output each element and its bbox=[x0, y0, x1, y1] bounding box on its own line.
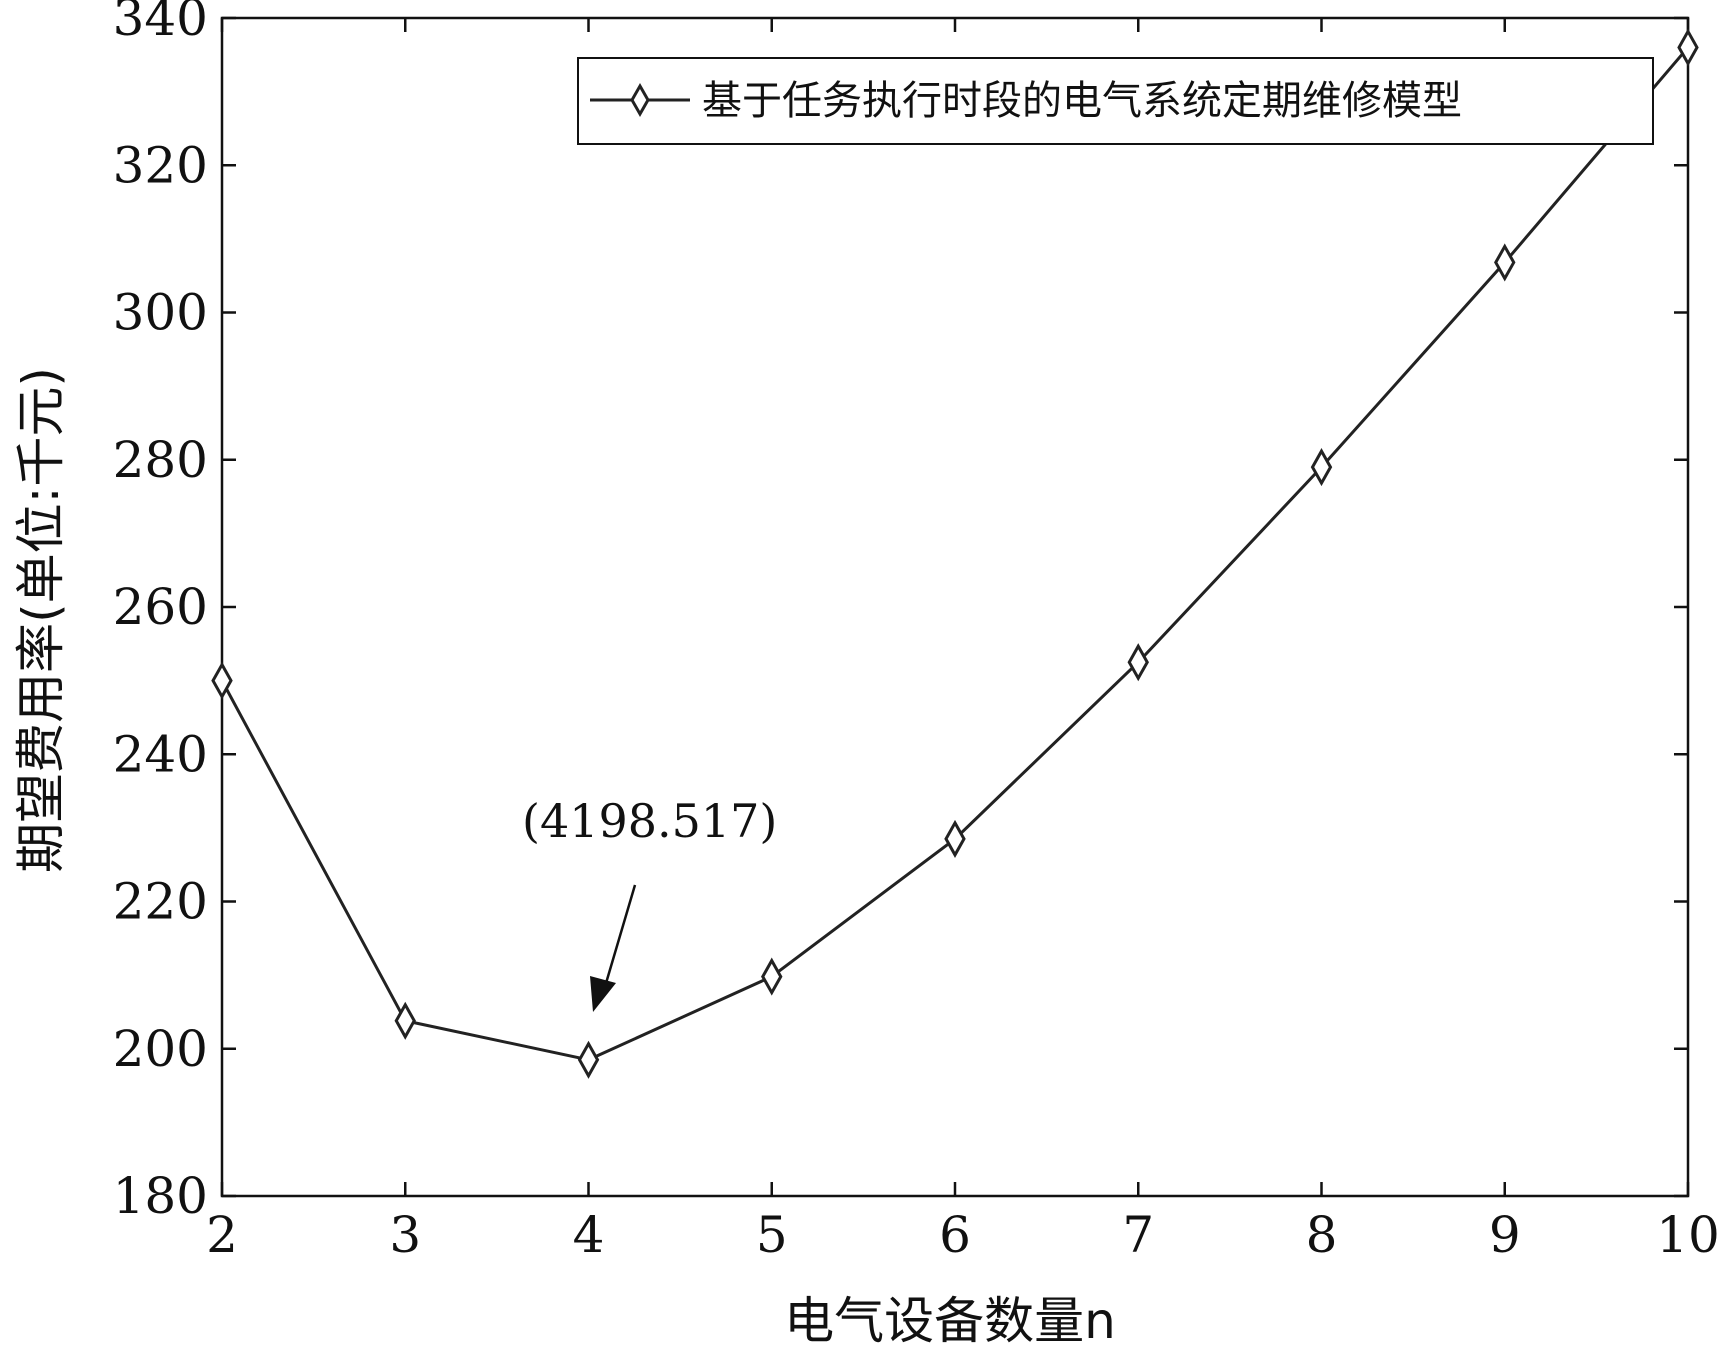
y-tick-label: 320 bbox=[113, 136, 208, 194]
y-tick-label: 340 bbox=[113, 0, 208, 47]
x-tick-label: 4 bbox=[573, 1206, 605, 1264]
data-point-marker bbox=[1494, 243, 1516, 282]
data-point-marker bbox=[1677, 28, 1699, 67]
legend-marker-sample bbox=[630, 82, 650, 118]
data-point-marker bbox=[577, 1040, 600, 1079]
x-tick-label: 9 bbox=[1489, 1206, 1521, 1264]
x-tick-label: 3 bbox=[389, 1206, 421, 1264]
x-tick-label: 8 bbox=[1306, 1206, 1338, 1264]
y-tick-label: 280 bbox=[113, 431, 208, 489]
y-tick-label: 200 bbox=[113, 1020, 208, 1078]
annotation-text: (4198.517) bbox=[522, 794, 777, 848]
legend: 基于任务执行时段的电气系统定期维修模型 bbox=[577, 57, 1654, 145]
plot-frame bbox=[220, 16, 1690, 1198]
y-tick-label: 240 bbox=[113, 725, 208, 783]
x-tick-label: 5 bbox=[756, 1206, 788, 1264]
y-tick-label: 220 bbox=[113, 873, 208, 931]
x-axis-title: 电气设备数量n bbox=[784, 1292, 1116, 1350]
x-tick-label: 10 bbox=[1656, 1206, 1720, 1264]
data-point-marker bbox=[944, 819, 966, 858]
y-tick-label: 260 bbox=[113, 578, 208, 636]
series-line bbox=[220, 46, 1690, 1062]
x-tick-label: 7 bbox=[1122, 1206, 1154, 1264]
legend-label: 基于任务执行时段的电气系统定期维修模型 bbox=[702, 78, 1462, 124]
annotation: (4198.517) bbox=[522, 794, 777, 1012]
annotation-arrow-head bbox=[590, 976, 616, 1012]
data-point-marker bbox=[761, 957, 783, 996]
x-tick-label: 2 bbox=[206, 1206, 238, 1264]
y-tick-label: 180 bbox=[113, 1167, 208, 1225]
axis-ticks bbox=[220, 16, 1690, 1198]
data-point-marker bbox=[211, 661, 233, 700]
data-point-marker bbox=[1310, 448, 1333, 487]
data-point-marker bbox=[394, 1001, 416, 1040]
annotation-arrow-shaft bbox=[602, 884, 637, 991]
axis-tick-labels: 2 3 4 5 6 7 8 9 10 180 200 220 240 260 280 300 320 340 bbox=[113, 0, 1720, 1264]
y-tick-label: 300 bbox=[113, 284, 208, 342]
y-axis-title: 期望费用率(单位:千元) bbox=[12, 367, 70, 873]
legend-box bbox=[577, 57, 1654, 145]
series-layer bbox=[211, 28, 1699, 1079]
plot-area-border bbox=[220, 16, 1690, 1198]
data-point-marker bbox=[1127, 643, 1149, 682]
x-tick-label: 6 bbox=[939, 1206, 971, 1264]
